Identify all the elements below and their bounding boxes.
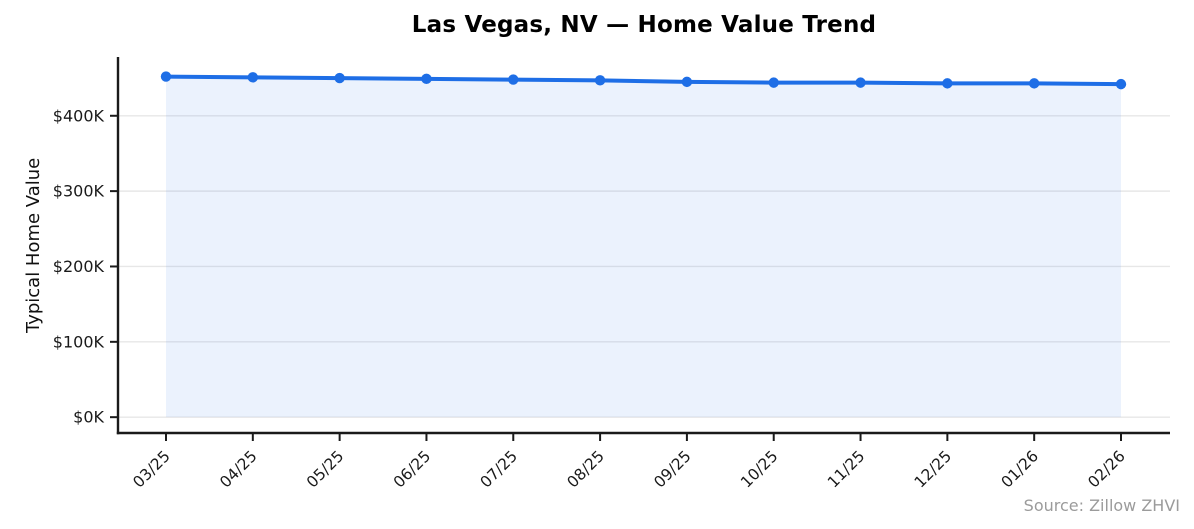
y-tick-label: $200K [53,257,105,276]
data-point-marker [768,77,779,88]
data-point-marker [508,74,519,85]
chart-title: Las Vegas, NV — Home Value Trend [411,12,877,38]
trend-line [164,74,1123,87]
source-note: Source: Zillow ZHVI [1023,496,1180,515]
data-point-marker [855,77,866,88]
x-tick-label: 04/25 [216,447,260,491]
x-tick-label: 07/25 [477,447,521,491]
data-point-marker [334,72,345,84]
y-tick-label: $0K [73,408,104,427]
data-point-marker [942,78,953,89]
x-tick-label: 08/25 [564,447,608,491]
data-point-marker [1115,78,1127,90]
x-tick-label: 11/25 [824,447,868,491]
x-tick-label: 01/26 [998,447,1042,491]
y-tick-label: $400K [53,106,105,125]
data-point-marker [1028,78,1040,89]
x-tick-label: 10/25 [737,447,781,491]
y-tick-label: $100K [53,332,105,351]
x-tick-label: 09/25 [650,447,694,491]
x-tick-label: 12/25 [911,447,955,491]
y-axis-ticks: $0K $100K $200K $300K $400K [53,106,118,427]
data-point-markers [160,71,1127,90]
data-point-marker [160,71,172,82]
trend-area [166,76,1121,418]
y-tick-label: $300K [53,182,105,201]
y-gridlines [118,115,1170,418]
data-point-marker [681,76,693,88]
data-point-marker [594,75,606,86]
x-tick-label: 06/25 [390,447,434,491]
x-tick-label: 02/26 [1085,447,1129,491]
data-point-marker [247,72,259,83]
x-tick-label: 03/25 [130,447,174,491]
x-tick-label: 05/25 [303,447,347,491]
x-axis-ticks: 03/25 04/25 05/25 06/25 07/25 08/25 09/25 10/25… [130,433,1129,491]
data-point-marker [421,73,432,85]
